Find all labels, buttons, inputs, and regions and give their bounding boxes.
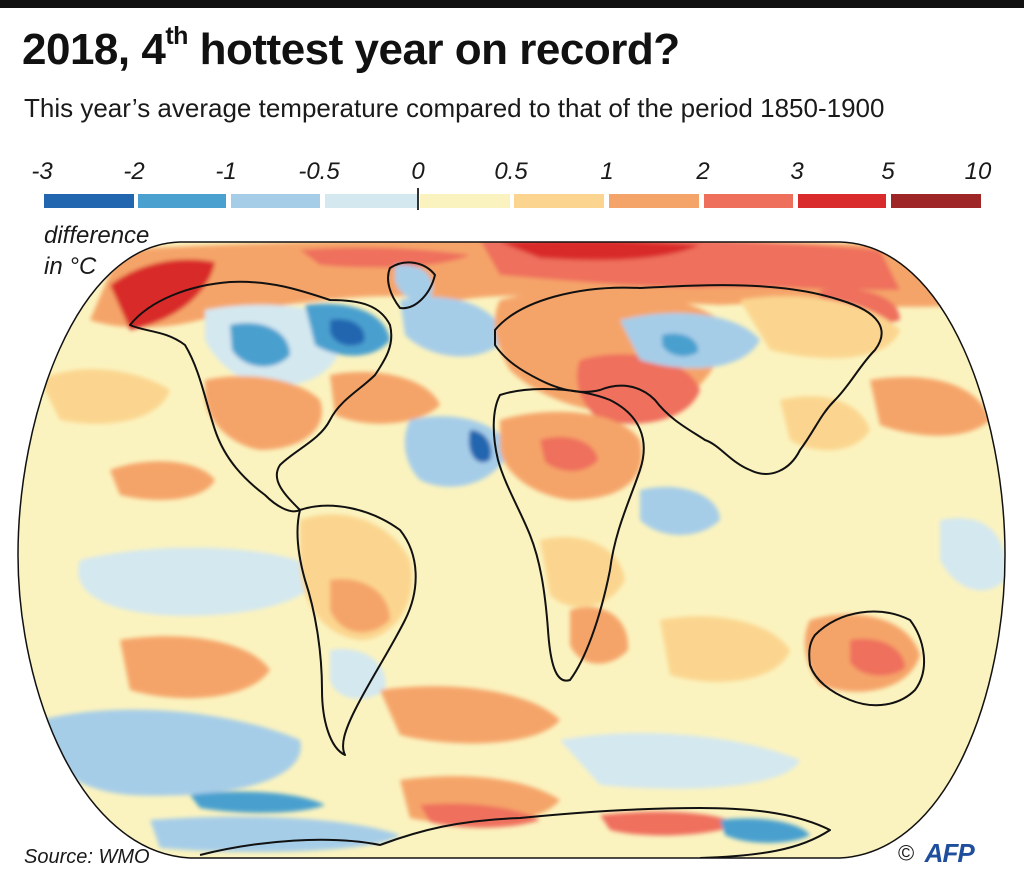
scale-label: -3 xyxy=(31,158,53,185)
legend-swatch xyxy=(891,194,981,208)
patch-southern-pacific-cool xyxy=(40,709,301,796)
coastlines xyxy=(129,261,926,858)
page-title: 2018, 4th hottest year on record? xyxy=(22,24,680,74)
scale-label: 0 xyxy=(411,158,425,185)
patch-west-pacific xyxy=(870,376,990,436)
patch-morocco-cold xyxy=(468,430,492,463)
legend-swatch xyxy=(514,194,604,208)
copyright-symbol: © xyxy=(898,840,915,866)
patch-northwest-atlantic xyxy=(330,371,440,424)
afp-logo: AFP xyxy=(924,838,975,868)
anomaly-field xyxy=(18,242,1005,858)
patch-central-atlantic-cool xyxy=(404,416,510,487)
patch-south-pacific-warm xyxy=(120,636,270,699)
patch-indian-ocean xyxy=(660,616,790,682)
patch-china xyxy=(780,396,870,451)
scale-label: 5 xyxy=(881,158,895,185)
patch-western-us xyxy=(205,376,322,450)
patch-brazil xyxy=(330,579,390,633)
patch-canada-cold xyxy=(230,323,290,367)
legend-swatch xyxy=(609,194,699,208)
legend-swatch xyxy=(138,194,226,208)
patch-east-antarctica-cold xyxy=(720,818,810,843)
title-main: 2018, 4 xyxy=(22,25,166,74)
patch-central-asia-cold xyxy=(662,333,699,357)
top-rule xyxy=(0,0,1024,8)
legend-swatch xyxy=(231,194,320,208)
subtitle: This year’s average temperature compared… xyxy=(24,93,885,123)
outline-antarctica xyxy=(199,807,831,858)
legend-caption: difference in °C xyxy=(44,220,149,282)
outline-africa xyxy=(492,388,645,682)
patch-east-asia xyxy=(740,296,900,359)
outline-australia xyxy=(808,610,926,707)
legend-swatch xyxy=(704,194,793,208)
outline-north-america xyxy=(129,280,393,513)
patch-south-america-south xyxy=(330,649,386,699)
patch-ross-sea-cool xyxy=(150,816,400,852)
patch-greenland xyxy=(395,264,433,302)
legend-caption-line1: difference xyxy=(44,222,150,249)
scale-label: -0.5 xyxy=(298,158,340,185)
scale-label: 1 xyxy=(600,158,614,185)
patch-northeast-pacific xyxy=(110,461,215,500)
source-credit: Source: WMO xyxy=(24,846,150,868)
scale-label: 3 xyxy=(790,158,804,185)
patch-north-atlantic-cool xyxy=(400,296,505,357)
scale-label: 2 xyxy=(696,158,710,185)
legend-swatch xyxy=(798,194,886,208)
patch-tropical-pacific-cool xyxy=(940,518,1005,591)
title-superscript: th xyxy=(165,22,188,50)
agency-credit: © AFP xyxy=(898,838,975,868)
patch-siberia-core xyxy=(500,242,700,261)
scale-label: -2 xyxy=(123,158,145,185)
title-rest: hottest year on record? xyxy=(187,25,680,74)
patch-australia-core xyxy=(850,638,905,676)
patch-arabian-sea xyxy=(640,486,720,535)
scale-label: 0.5 xyxy=(494,158,528,185)
legend-caption-line2: in °C xyxy=(44,253,97,280)
patch-alaska xyxy=(110,259,215,330)
patch-hudson-core xyxy=(330,319,365,346)
zero-tick xyxy=(417,188,419,210)
outline-greenland xyxy=(387,261,436,310)
outline-south-america xyxy=(296,504,417,756)
legend-swatch xyxy=(420,194,510,208)
scale-label: -1 xyxy=(215,158,237,185)
patch-south-pacific-cool xyxy=(78,547,320,616)
map-frame xyxy=(17,241,1006,859)
patch-southern-africa xyxy=(570,606,629,664)
patch-central-africa xyxy=(540,536,625,607)
patch-east-antarctica-warm xyxy=(600,811,740,836)
legend-swatch xyxy=(44,194,134,208)
patch-arctic-canada xyxy=(300,247,470,268)
anomaly-patches xyxy=(40,242,1005,852)
legend-swatch xyxy=(325,194,417,208)
patch-south-atlantic xyxy=(380,686,560,744)
patch-southern-pacific-cold xyxy=(190,791,325,813)
patch-north-pacific xyxy=(40,369,170,424)
patch-sahara-core xyxy=(540,436,598,472)
scale-label: 10 xyxy=(964,158,992,185)
outline-eurasia xyxy=(494,284,883,475)
patch-antarctic-peninsula xyxy=(420,803,540,828)
patch-southern-indian-cool xyxy=(560,732,800,789)
